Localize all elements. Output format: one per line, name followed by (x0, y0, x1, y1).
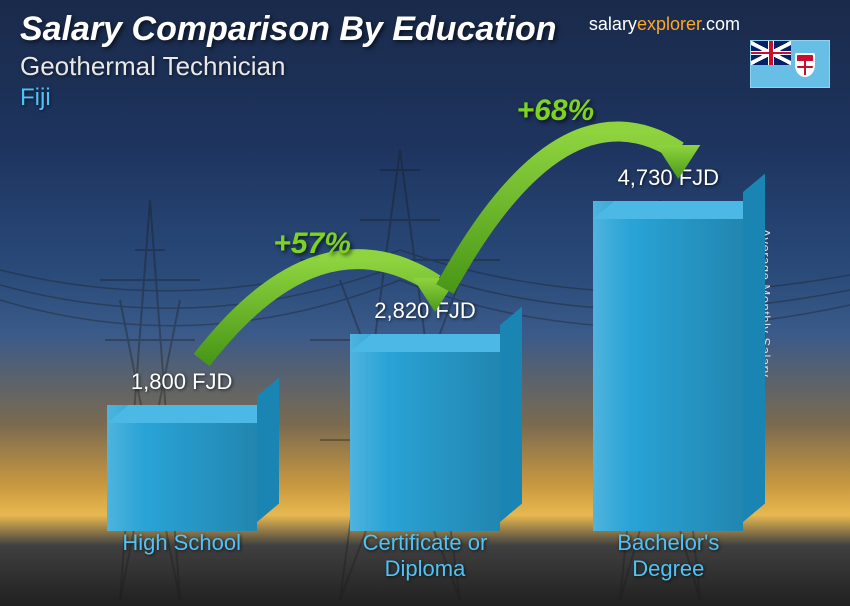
bar-value: 4,730 FJD (618, 165, 720, 191)
bar-label: Bachelor'sDegree (568, 530, 768, 581)
bar-label: Certificate orDiploma (325, 530, 525, 581)
bar-label: High School (82, 530, 282, 581)
country-name: Fiji (20, 84, 830, 112)
brand-text-1: salary (589, 14, 637, 34)
bar-group: 1,800 FJD (82, 369, 282, 531)
brand-text-suffix: .com (701, 14, 740, 34)
job-title: Geothermal Technician (20, 51, 830, 82)
bar-value: 2,820 FJD (374, 298, 476, 324)
fiji-flag-icon (750, 40, 830, 88)
bar-value: 1,800 FJD (131, 369, 233, 395)
bar-group: 2,820 FJD (325, 298, 525, 531)
brand-logo: salaryexplorer.com (589, 14, 740, 35)
bar-group: 4,730 FJD (568, 165, 768, 531)
brand-text-accent: explorer (637, 14, 701, 34)
bar-chart: 1,800 FJD 2,820 FJD 4,730 FJD High Schoo… (60, 150, 790, 581)
